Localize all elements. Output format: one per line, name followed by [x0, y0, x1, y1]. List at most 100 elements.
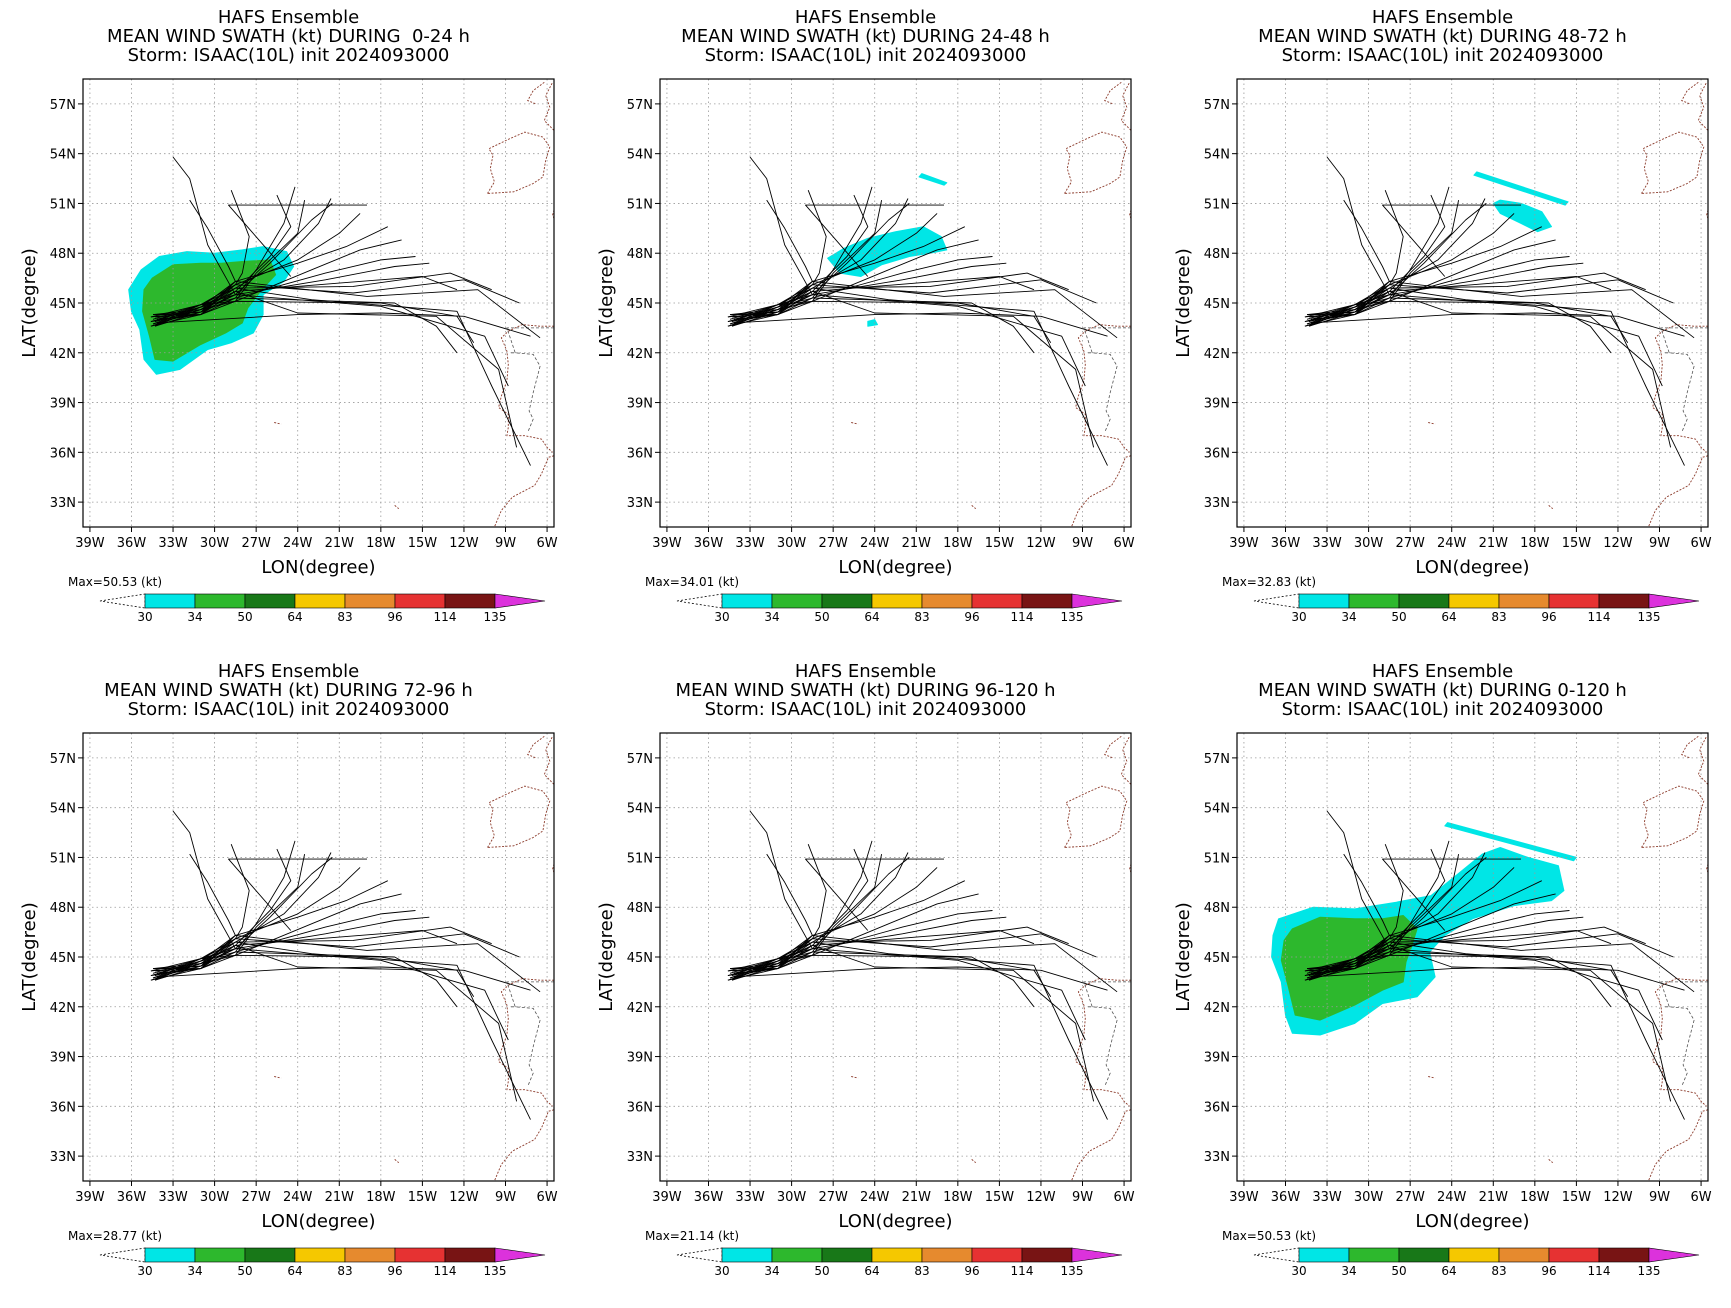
- ensemble-track: [154, 226, 388, 327]
- lat-tick-label: 54N: [1204, 148, 1230, 163]
- lon-tick-label: 30W: [1354, 1190, 1384, 1205]
- map-svg: 39W 36W 33W 30W 27W 24W 21W 18W 15W 12W 9W 6W 57N 54N…: [19, 732, 558, 1278]
- ensemble-track: [729, 840, 873, 979]
- ensemble-track: [727, 854, 883, 981]
- lon-tick-label: 24W: [860, 1190, 890, 1205]
- colorbar-segment: [144, 1247, 196, 1263]
- ensemble-track: [1306, 840, 1450, 979]
- lon-tick-label: 33W: [1312, 1190, 1342, 1205]
- lon-tick-label: 27W: [1395, 536, 1425, 551]
- colorbar-lower-triangle: [676, 1247, 723, 1263]
- colorbar-label: 135: [1638, 1264, 1661, 1278]
- colorbar: 30 34 50 64 83 96 114 135: [1253, 593, 1700, 624]
- ensemble-track: [1308, 203, 1487, 323]
- ensemble-track: [172, 810, 236, 949]
- ensemble-track: [729, 186, 873, 325]
- lon-tick-label: 24W: [1437, 1190, 1467, 1205]
- ensemble-track: [1308, 226, 1542, 327]
- colorbar-segment: [721, 593, 773, 609]
- colorbar-label: 96: [387, 610, 402, 624]
- panel-title-line: MEAN WIND SWATH (kt) DURING 24-48 h: [681, 26, 1050, 47]
- colorbar-segment: [1021, 1247, 1073, 1263]
- ensemble-track: [1304, 279, 1674, 327]
- lat-tick-label: 48N: [1204, 901, 1230, 916]
- x-axis-label: LON(degree): [1415, 557, 1529, 578]
- lon-tick-label: 18W: [943, 536, 973, 551]
- lat-tick-label: 42N: [627, 347, 653, 362]
- ensemble-track: [154, 954, 475, 998]
- colorbar-label: 50: [1391, 610, 1406, 624]
- coastline: [1070, 1109, 1131, 1181]
- coastline: [1548, 505, 1554, 510]
- coastline: [971, 505, 977, 510]
- colorbar-label: 50: [814, 610, 829, 624]
- colorbar-lower-triangle: [676, 593, 723, 609]
- ensemble-track: [1304, 933, 1674, 981]
- lon-tick-label: 6W: [537, 536, 558, 551]
- lat-tick-label: 54N: [50, 148, 76, 163]
- lon-tick-label: 27W: [1395, 1190, 1425, 1205]
- colorbar-label: 83: [337, 1264, 352, 1278]
- colorbar-label: 114: [434, 610, 457, 624]
- lon-tick-label: 12W: [1026, 536, 1056, 551]
- colorbar-segment: [1598, 593, 1650, 609]
- lon-tick-label: 27W: [241, 1190, 271, 1205]
- map-panel-1: HAFS Ensemble MEAN WIND SWATH (kt) DURING…: [0, 0, 577, 654]
- lat-tick-label: 48N: [627, 247, 653, 262]
- coastline: [971, 1159, 977, 1164]
- max-wind-label: Max=32.83 (kt): [1222, 575, 1316, 589]
- y-axis-label: LAT(degree): [596, 248, 617, 357]
- ensemble-track: [731, 203, 910, 323]
- colorbar-label: 135: [1061, 610, 1084, 624]
- ensemble-track: [731, 880, 965, 981]
- lon-tick-label: 30W: [200, 1190, 230, 1205]
- lat-tick-label: 57N: [50, 752, 76, 767]
- lon-tick-label: 30W: [1354, 536, 1384, 551]
- panel-title: HAFS Ensemble MEAN WIND SWATH (kt) DURING…: [0, 8, 577, 65]
- ensemble-track: [152, 840, 296, 979]
- ensemble-track: [150, 853, 236, 977]
- lat-tick-label: 39N: [50, 1051, 76, 1066]
- colorbar-label: 114: [1011, 610, 1034, 624]
- colorbar-segment: [394, 593, 446, 609]
- lon-tick-label: 33W: [158, 1190, 188, 1205]
- colorbar-segment: [1448, 593, 1500, 609]
- ensemble-track: [1306, 944, 1672, 1102]
- map-svg: 39W 36W 33W 30W 27W 24W 21W 18W 15W 12W 9W 6W 57N 54N…: [1173, 78, 1712, 624]
- colorbar-label: 30: [1291, 610, 1306, 624]
- coastline: [493, 1109, 554, 1181]
- colorbar-segment: [971, 593, 1023, 609]
- y-axis-label: LAT(degree): [596, 902, 617, 1011]
- ensemble-track: [727, 279, 1097, 327]
- coastline: [1647, 455, 1708, 527]
- ensemble-track: [1310, 190, 1404, 325]
- lat-tick-label: 36N: [1204, 1100, 1230, 1115]
- coastline: [1104, 81, 1122, 105]
- ensemble-track: [1304, 294, 1663, 387]
- lon-tick-label: 12W: [1603, 1190, 1633, 1205]
- x-axis-label: LON(degree): [838, 1211, 952, 1232]
- lon-tick-label: 39W: [1229, 536, 1259, 551]
- lon-tick-label: 9W: [1649, 1190, 1670, 1205]
- colorbar-label: 64: [864, 1264, 879, 1278]
- colorbar-label: 34: [764, 610, 779, 624]
- ensemble-track: [150, 256, 416, 323]
- colorbar-segment: [244, 593, 296, 609]
- lat-tick-label: 36N: [627, 446, 653, 461]
- ensemble-track: [727, 910, 993, 977]
- lat-tick-label: 42N: [50, 347, 76, 362]
- ensemble-track: [729, 944, 1095, 1102]
- ensemble-track: [1308, 880, 1542, 981]
- ensemble-track: [150, 200, 306, 327]
- ensemble-track: [228, 858, 367, 931]
- coastline: [394, 505, 400, 510]
- panel-title-line: HAFS Ensemble: [1371, 7, 1514, 28]
- ensemble-track: [1304, 199, 1390, 323]
- ensemble-track: [1382, 204, 1521, 277]
- ensemble-track: [749, 156, 813, 295]
- ensemble-track: [156, 190, 250, 325]
- lat-tick-label: 51N: [1204, 851, 1230, 866]
- colorbar-label: 114: [1588, 1264, 1611, 1278]
- lon-tick-label: 36W: [117, 1190, 147, 1205]
- lon-tick-label: 33W: [735, 536, 765, 551]
